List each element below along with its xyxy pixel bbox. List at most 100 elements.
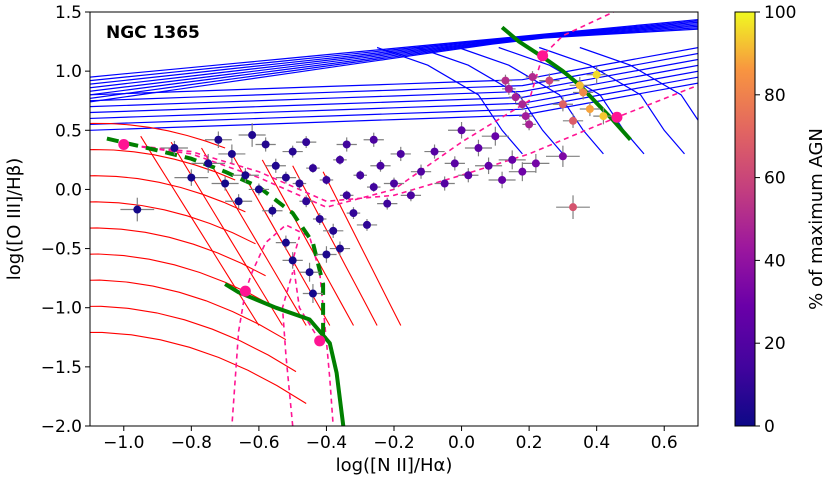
colorbar-tick-label: 60: [764, 169, 786, 189]
data-point: [592, 70, 601, 79]
mixing-marker: [314, 335, 326, 347]
agn-grid-line: [90, 82, 698, 131]
data-point: [406, 191, 415, 200]
data-point: [204, 159, 213, 168]
y-axis-ticks: −2.0 −1.5 −1.0 −0.5 0.0 0.5 1.0 1.5: [41, 3, 90, 437]
colorbar-tick-label: 40: [764, 251, 786, 271]
data-point: [227, 149, 236, 158]
starburst-grid-line: [322, 171, 402, 326]
colorbar-ticks: 0 20 40 60 80 100: [755, 3, 796, 437]
mixing-line: [231, 291, 247, 426]
data-point: [498, 175, 507, 184]
y-tick-label: −0.5: [41, 240, 82, 260]
agn-grid-line: [90, 24, 698, 92]
data-point: [521, 112, 530, 121]
agn-grid-line: [539, 46, 685, 155]
agn-grid-line: [90, 27, 698, 99]
y-tick-label: 1.0: [55, 62, 82, 82]
green-curve: [224, 282, 346, 426]
agn-grid-line: [90, 70, 698, 120]
data-point: [569, 116, 578, 125]
agn-grid-line: [90, 25, 698, 96]
green-curve: [500, 25, 632, 142]
data-point: [508, 155, 517, 164]
data-point: [221, 179, 230, 188]
agn-grid-line: [90, 23, 698, 89]
chart-title: NGC 1365: [106, 23, 200, 43]
data-point: [241, 171, 250, 180]
data-point: [599, 112, 608, 121]
colorbar-tick-label: 100: [764, 3, 796, 23]
data-point: [248, 131, 257, 140]
colorbar-tick-label: 80: [764, 86, 786, 106]
data-point: [457, 126, 466, 135]
agn-grid-line: [417, 46, 564, 155]
data-points: [133, 70, 608, 298]
data-point: [315, 215, 324, 223]
data-point: [369, 135, 378, 144]
data-point: [558, 100, 567, 109]
agn-grid-line: [90, 76, 698, 125]
data-point: [214, 135, 223, 144]
data-point: [329, 226, 338, 235]
starburst-grid-line: [90, 175, 246, 213]
data-point: [450, 159, 459, 168]
data-point: [504, 84, 513, 93]
x-axis-label: log([N II]/Hα): [336, 455, 453, 476]
colorbar-tick-label: 20: [764, 334, 786, 354]
data-point: [342, 140, 351, 149]
data-point: [579, 88, 588, 97]
mixing-line: [123, 12, 614, 209]
data-point: [362, 220, 371, 229]
data-point: [305, 268, 314, 277]
data-point: [133, 205, 142, 214]
data-point: [295, 179, 304, 188]
data-point: [335, 155, 344, 164]
data-point: [518, 100, 527, 109]
data-point: [281, 238, 290, 247]
mixing-marker: [118, 138, 130, 150]
mixing-line: [281, 271, 294, 426]
starburst-grid-line: [90, 122, 226, 149]
data-point: [484, 161, 493, 170]
data-point: [322, 250, 331, 259]
starburst-grid-line: [90, 201, 256, 245]
x-axis-ticks: −1.0 −0.8 −0.6 −0.4 −0.2 0.0 0.2 0.4 0.6: [103, 426, 678, 453]
mixing-line: [123, 84, 698, 203]
x-tick-label: −0.4: [306, 433, 347, 453]
mixing-line: [291, 236, 321, 342]
colorbar-gradient: [734, 11, 756, 427]
mixing-marker: [611, 111, 623, 123]
y-tick-label: 1.5: [55, 3, 82, 23]
data-point: [545, 76, 554, 85]
data-point: [356, 171, 365, 180]
agn-model-grid: [90, 19, 698, 155]
data-point: [383, 199, 392, 208]
data-point: [335, 244, 344, 253]
data-point: [501, 76, 510, 85]
mixing-line: [244, 223, 334, 426]
data-point: [349, 209, 358, 218]
colorbar-tick-label: 0: [764, 417, 775, 437]
colorbar-label: % of maximum AGN: [806, 128, 827, 310]
data-point: [268, 206, 277, 215]
starburst-grid-line: [201, 147, 307, 326]
data-point: [288, 256, 297, 265]
data-point: [170, 144, 179, 153]
agn-grid-line: [458, 46, 604, 155]
data-point: [525, 120, 534, 129]
agn-grid-line: [579, 46, 698, 122]
starburst-grid-line: [90, 331, 307, 404]
x-tick-label: 0.2: [516, 433, 543, 453]
x-tick-label: 0.4: [583, 433, 610, 453]
data-point: [271, 161, 280, 170]
data-point: [511, 93, 520, 102]
data-point: [281, 173, 290, 182]
data-point: [234, 197, 243, 206]
y-axis-label: log([O III]/Hβ): [4, 158, 25, 280]
mixing-sequence-lines: [123, 12, 698, 426]
agn-grid-line: [90, 28, 698, 103]
data-point: [342, 191, 351, 200]
data-point: [288, 147, 297, 156]
x-tick-label: 0.0: [448, 433, 475, 453]
